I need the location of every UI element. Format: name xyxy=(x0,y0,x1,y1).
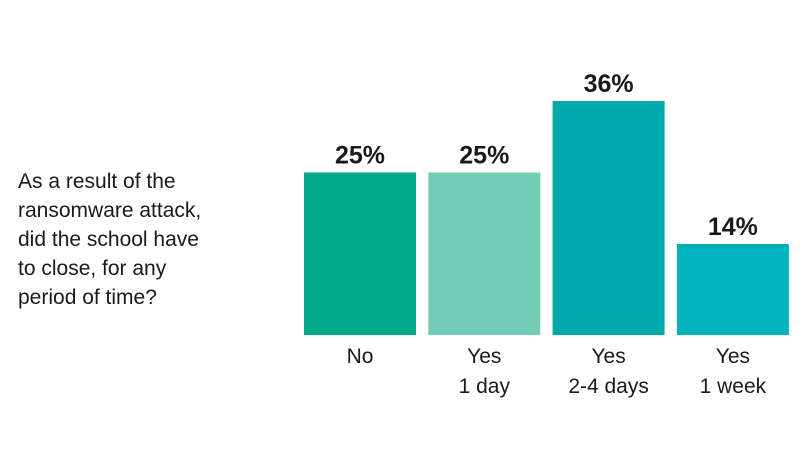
category-label: 2-4 days xyxy=(568,375,649,398)
question-line: ransomware attack, xyxy=(18,199,202,222)
chart-question: As a result of the ransomware attack, did … xyxy=(18,167,278,312)
category-label: Yes xyxy=(716,345,750,368)
category-label: 1 day xyxy=(459,375,511,398)
bar xyxy=(676,244,789,335)
question-line: As a result of the xyxy=(18,170,176,193)
category-label: No xyxy=(347,345,374,368)
data-label: 36% xyxy=(584,70,634,98)
category-label: Yes xyxy=(467,345,501,368)
data-label: 25% xyxy=(335,142,385,170)
data-label: 14% xyxy=(708,213,758,241)
bar xyxy=(428,172,541,335)
question-line: did the school have xyxy=(18,228,199,251)
question-line: period of time? xyxy=(18,286,157,309)
category-label: Yes xyxy=(591,345,625,368)
bar xyxy=(304,172,416,335)
bar xyxy=(552,101,665,335)
question-line: to close, for any xyxy=(18,257,167,280)
category-label: 1 week xyxy=(700,375,767,398)
data-label: 25% xyxy=(459,142,509,170)
